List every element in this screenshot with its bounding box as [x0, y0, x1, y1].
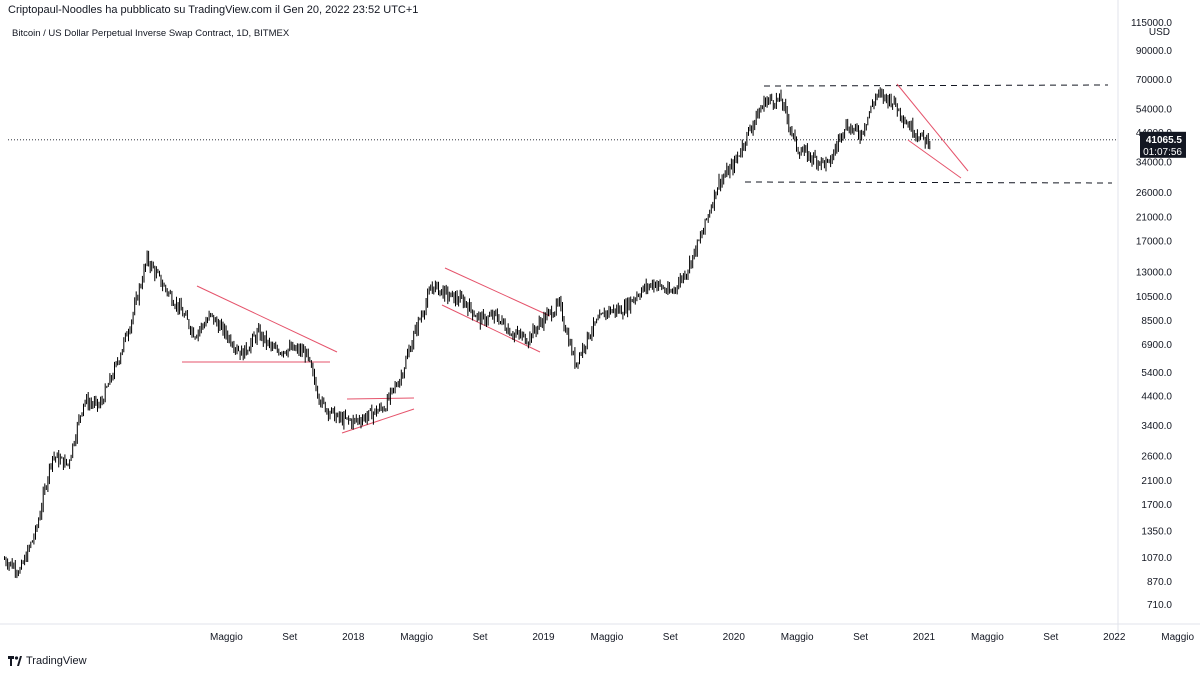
tradingview-logo[interactable]: TradingView — [8, 655, 87, 667]
price-tick-label: 870.0 — [1147, 577, 1172, 588]
triangle-2018-upper-line — [196, 285, 338, 353]
price-tick-label: 1350.0 — [1141, 527, 1172, 538]
time-tick-label: Set — [1043, 632, 1058, 643]
wedge-2022-lower-line — [907, 139, 962, 179]
current-price-label: 41065.5 — [1146, 135, 1183, 146]
symbol-title[interactable]: Bitcoin / US Dollar Perpetual Inverse Sw… — [12, 28, 290, 39]
price-tick-label: 1070.0 — [1141, 553, 1172, 564]
price-tick-label: 3400.0 — [1141, 421, 1172, 432]
price-tick-label: 21000.0 — [1136, 213, 1173, 224]
time-tick-label: Set — [282, 632, 297, 643]
channel-2019-upper-line — [444, 267, 551, 317]
time-tick-label: Maggio — [590, 632, 623, 643]
wedge-2019-upper-line — [346, 397, 415, 400]
time-tick-label: Set — [663, 632, 678, 643]
price-tick-label: 26000.0 — [1136, 188, 1173, 199]
price-tick-label: 54000.0 — [1136, 105, 1173, 116]
time-tick-label: 2019 — [532, 632, 555, 643]
time-tick-label: Maggio — [400, 632, 433, 643]
time-tick-label: Set — [853, 632, 868, 643]
price-tick-label: 710.0 — [1147, 600, 1172, 611]
price-tick-label: 10500.0 — [1136, 292, 1173, 303]
price-series — [4, 87, 931, 579]
time-tick-label: Maggio — [1161, 632, 1194, 643]
time-tick-label: Set — [473, 632, 488, 643]
price-tick-label: 1700.0 — [1141, 500, 1172, 511]
price-tick-label: 2600.0 — [1141, 452, 1172, 463]
time-tick-label: 2020 — [723, 632, 746, 643]
price-tick-label: 17000.0 — [1136, 237, 1173, 248]
time-axis[interactable]: Maggio Set 2018 Maggio Set 2019 Maggio Set 2020 M… — [0, 623, 1200, 643]
price-tick-label: 90000.0 — [1136, 46, 1173, 57]
price-tick-label: 34000.0 — [1136, 157, 1173, 168]
price-tick-label: 115000.0 — [1131, 18, 1172, 29]
wedge-2022-upper-line — [896, 83, 969, 172]
bar-countdown-label: 01:07:56 — [1143, 147, 1182, 158]
channel-2019-lower-line — [441, 304, 541, 353]
wedge-2019-lower-line — [341, 408, 415, 434]
publisher-line: Criptopaul-Noodles ha pubblicato su Trad… — [8, 4, 419, 16]
resistance-dashed-line — [763, 84, 1109, 87]
price-tick-label: 2100.0 — [1141, 476, 1172, 487]
price-tick-label: 8500.0 — [1141, 316, 1172, 327]
time-tick-label: Maggio — [210, 632, 243, 643]
currency-label: USD — [1149, 27, 1170, 38]
price-tick-label: 5400.0 — [1141, 368, 1172, 379]
tradingview-logo-text: TradingView — [26, 655, 87, 667]
support-dashed-line — [744, 181, 1113, 184]
time-tick-label: Maggio — [781, 632, 814, 643]
current-price-badge — [1140, 131, 1186, 158]
tradingview-logo-icon — [8, 656, 22, 666]
price-axis[interactable]: 115000.0USD90000.070000.054000.044000.03… — [1117, 0, 1186, 640]
time-tick-label: 2021 — [913, 632, 936, 643]
price-tick-label: 70000.0 — [1136, 75, 1173, 86]
price-tick-label: 6900.0 — [1141, 340, 1172, 351]
pattern-lines — [8, 83, 1118, 434]
time-tick-label: Maggio — [971, 632, 1004, 643]
price-tick-label: 13000.0 — [1136, 267, 1173, 278]
time-tick-label: 2018 — [342, 632, 365, 643]
time-tick-label: 2022 — [1103, 632, 1126, 643]
price-tick-label: 4400.0 — [1141, 391, 1172, 402]
